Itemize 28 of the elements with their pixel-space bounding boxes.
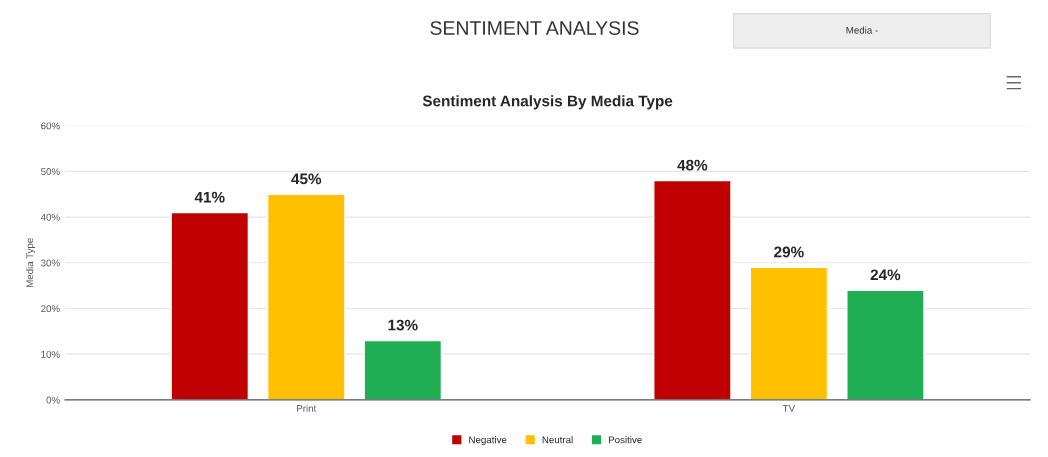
y-tick-label: 40% bbox=[40, 213, 60, 221]
legend-label: Neutral bbox=[542, 436, 573, 444]
x-tick-label: Print bbox=[297, 404, 317, 412]
text: 45% bbox=[291, 173, 322, 185]
bar bbox=[653, 179, 732, 400]
bar bbox=[846, 289, 925, 400]
bar bbox=[266, 193, 346, 400]
chart-subtitle: Sentiment Analysis By Media Type bbox=[422, 95, 673, 110]
text: 41% bbox=[194, 191, 225, 203]
text: 29% bbox=[774, 246, 804, 258]
bar bbox=[749, 266, 829, 400]
bar bbox=[170, 211, 250, 400]
y-tick-label: 20% bbox=[41, 305, 60, 313]
y-tick-label: 50% bbox=[41, 168, 60, 175]
y-tick-label: 60% bbox=[41, 122, 60, 130]
text: 24% bbox=[870, 269, 901, 281]
text: 48% bbox=[677, 159, 708, 171]
legend-label: Negative bbox=[469, 436, 507, 446]
y-tick-label: 0% bbox=[46, 396, 60, 404]
y-tick-label: 30% bbox=[41, 259, 60, 267]
text: 13% bbox=[388, 319, 418, 331]
legend-label: Positive bbox=[608, 436, 642, 444]
chart-title: SENTIMENT ANALYSIS bbox=[430, 21, 639, 35]
bar bbox=[363, 339, 443, 400]
x-tick-label: TV bbox=[782, 405, 796, 412]
text: Media - bbox=[846, 26, 878, 34]
y-axis-title: Media Type bbox=[26, 238, 36, 288]
y-tick-label: 10% bbox=[41, 350, 60, 358]
